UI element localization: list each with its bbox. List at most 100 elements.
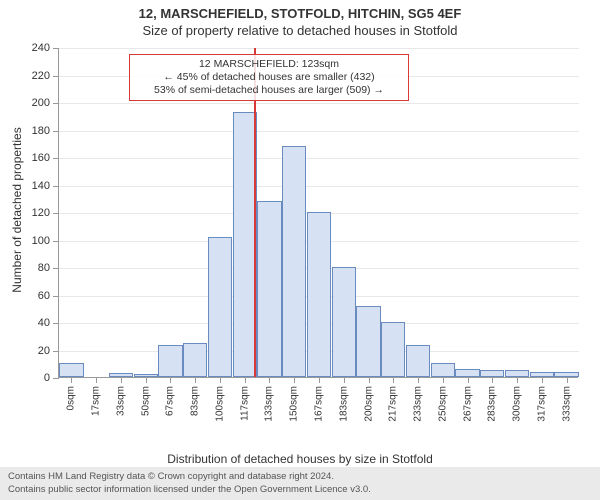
x-tick (96, 377, 97, 383)
y-tick (53, 103, 59, 104)
y-tick (53, 241, 59, 242)
x-tick (567, 377, 568, 383)
x-tick (542, 377, 543, 383)
y-tick (53, 76, 59, 77)
histogram-bar (455, 369, 479, 377)
x-tick-label: 283sqm (487, 386, 498, 422)
x-tick-label: 0sqm (66, 386, 77, 410)
x-tick-label: 233sqm (413, 386, 424, 422)
x-tick-label: 17sqm (91, 386, 102, 416)
x-tick (393, 377, 394, 383)
x-tick-label: 183sqm (338, 386, 349, 422)
x-tick-label: 50sqm (140, 386, 151, 416)
x-tick (71, 377, 72, 383)
y-tick (53, 323, 59, 324)
y-tick (53, 48, 59, 49)
histogram-chart: 0204060801001201401601802002202400sqm17s… (58, 48, 578, 378)
histogram-bar (59, 363, 83, 377)
x-tick-label: 250sqm (437, 386, 448, 422)
x-tick-label: 317sqm (536, 386, 547, 422)
annotation-line: ← 45% of detached houses are smaller (43… (136, 71, 402, 84)
x-tick-label: 133sqm (264, 386, 275, 422)
y-tick (53, 378, 59, 379)
page-subtitle: Size of property relative to detached ho… (0, 21, 600, 38)
x-tick-label: 150sqm (289, 386, 300, 422)
x-tick (418, 377, 419, 383)
x-tick-label: 167sqm (314, 386, 325, 422)
y-tick-label: 100 (20, 235, 50, 247)
x-tick-label: 333sqm (561, 386, 572, 422)
histogram-bar (208, 237, 232, 377)
gridline (59, 131, 579, 132)
x-tick (220, 377, 221, 383)
footer-line-2: Contains public sector information licen… (8, 484, 592, 496)
y-tick-label: 20 (20, 345, 50, 357)
x-tick (146, 377, 147, 383)
y-tick (53, 268, 59, 269)
x-tick-label: 117sqm (239, 386, 250, 421)
footer-attribution: Contains HM Land Registry data © Crown c… (0, 467, 600, 500)
x-axis-label: Distribution of detached houses by size … (0, 452, 600, 466)
y-tick-label: 200 (20, 97, 50, 109)
x-tick (294, 377, 295, 383)
y-tick (53, 158, 59, 159)
y-tick-label: 60 (20, 290, 50, 302)
x-tick-label: 217sqm (388, 386, 399, 422)
gridline (59, 103, 579, 104)
x-tick (369, 377, 370, 383)
x-tick (121, 377, 122, 383)
annotation-line: 12 MARSCHEFIELD: 123sqm (136, 58, 402, 71)
x-tick (269, 377, 270, 383)
y-tick-label: 240 (20, 42, 50, 54)
y-tick-label: 40 (20, 317, 50, 329)
histogram-bar (356, 306, 380, 378)
gridline (59, 158, 579, 159)
histogram-bar (158, 345, 182, 377)
y-axis-label: Number of detached properties (10, 127, 24, 292)
y-tick (53, 351, 59, 352)
x-tick-label: 67sqm (165, 386, 176, 416)
x-tick (245, 377, 246, 383)
histogram-bar (282, 146, 306, 377)
histogram-bar (381, 322, 405, 377)
x-tick-label: 267sqm (462, 386, 473, 422)
x-tick (468, 377, 469, 383)
x-tick-label: 83sqm (190, 386, 201, 416)
gridline (59, 48, 579, 49)
annotation-line: 53% of semi-detached houses are larger (… (136, 84, 402, 97)
y-tick-label: 220 (20, 70, 50, 82)
histogram-bar (505, 370, 529, 377)
y-tick-label: 140 (20, 180, 50, 192)
x-tick (344, 377, 345, 383)
x-tick (170, 377, 171, 383)
x-tick (195, 377, 196, 383)
histogram-bar (183, 343, 207, 377)
x-tick-label: 200sqm (363, 386, 374, 422)
x-tick (443, 377, 444, 383)
histogram-bar (257, 201, 281, 377)
y-tick-label: 180 (20, 125, 50, 137)
y-tick-label: 80 (20, 262, 50, 274)
y-tick (53, 213, 59, 214)
y-tick-label: 160 (20, 152, 50, 164)
x-tick-label: 100sqm (214, 386, 225, 422)
y-tick (53, 131, 59, 132)
histogram-bar (406, 345, 430, 377)
x-tick-label: 33sqm (115, 386, 126, 416)
gridline (59, 186, 579, 187)
x-tick (517, 377, 518, 383)
histogram-bar (431, 363, 455, 377)
footer-line-1: Contains HM Land Registry data © Crown c… (8, 471, 592, 483)
histogram-bar (307, 212, 331, 377)
y-tick-label: 120 (20, 207, 50, 219)
histogram-bar (332, 267, 356, 377)
x-tick-label: 300sqm (512, 386, 523, 422)
x-tick (492, 377, 493, 383)
y-tick (53, 186, 59, 187)
plot-area: 0204060801001201401601802002202400sqm17s… (58, 48, 578, 378)
annotation-box: 12 MARSCHEFIELD: 123sqm← 45% of detached… (129, 54, 409, 101)
histogram-bar (480, 370, 504, 377)
y-tick (53, 296, 59, 297)
x-tick (319, 377, 320, 383)
page-title: 12, MARSCHEFIELD, STOTFOLD, HITCHIN, SG5… (0, 0, 600, 21)
